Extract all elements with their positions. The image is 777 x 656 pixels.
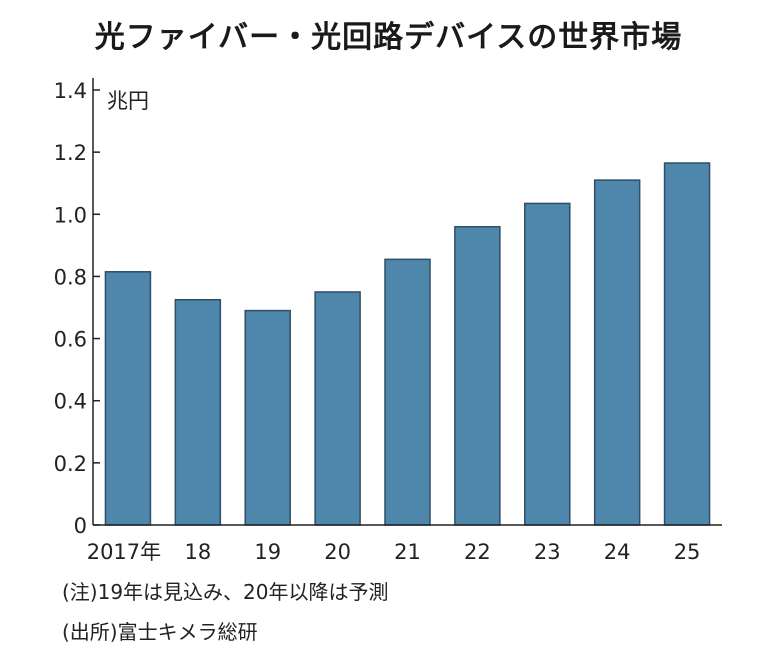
y-tick-label: 0.2 [54,452,87,476]
footnote: (注)19年は見込み、20年以降は予測 [62,580,389,604]
y-tick-label: 1.4 [54,79,87,103]
y-tick-label: 0.6 [54,328,87,352]
x-tick-label: 19 [254,540,281,564]
bar-8 [663,162,711,526]
bars-layer [104,162,711,526]
x-tick-label: 25 [674,540,701,564]
source-note: (出所)富士キメラ総研 [62,620,258,644]
bar-5 [454,225,501,526]
axis-layer [92,78,722,526]
x-tick-label: 22 [464,540,491,564]
x-tick-label: 23 [534,540,561,564]
bar-6 [524,202,571,526]
y-axis-unit-label: 兆円 [107,89,149,113]
y-tick-label: 0.4 [54,390,87,414]
x-tick-label: 2017年 [87,540,161,564]
x-tick-label: 20 [324,540,351,564]
labels-layer: 2017年 18 19 20 21 22 23 24 25 0 0.2 0.4 0.6 0.8 1.0 1.2… [54,79,701,564]
x-tick-label: 21 [394,540,421,564]
chart-title: 光ファイバー・光回路デバイスの世界市場 [94,20,683,55]
bar-4 [384,258,431,526]
x-tick-label: 24 [604,540,631,564]
bar-3 [314,291,361,526]
bar-1 [174,298,222,526]
y-tick-label: 1.2 [54,141,87,165]
bar-2 [244,309,291,526]
y-tick-label: 0.8 [54,265,87,289]
bar-7 [593,179,641,526]
y-tick-label: 0 [74,514,87,538]
x-tick-label: 18 [184,540,211,564]
y-tick-label: 1.0 [54,203,87,227]
bar-0 [104,271,152,526]
